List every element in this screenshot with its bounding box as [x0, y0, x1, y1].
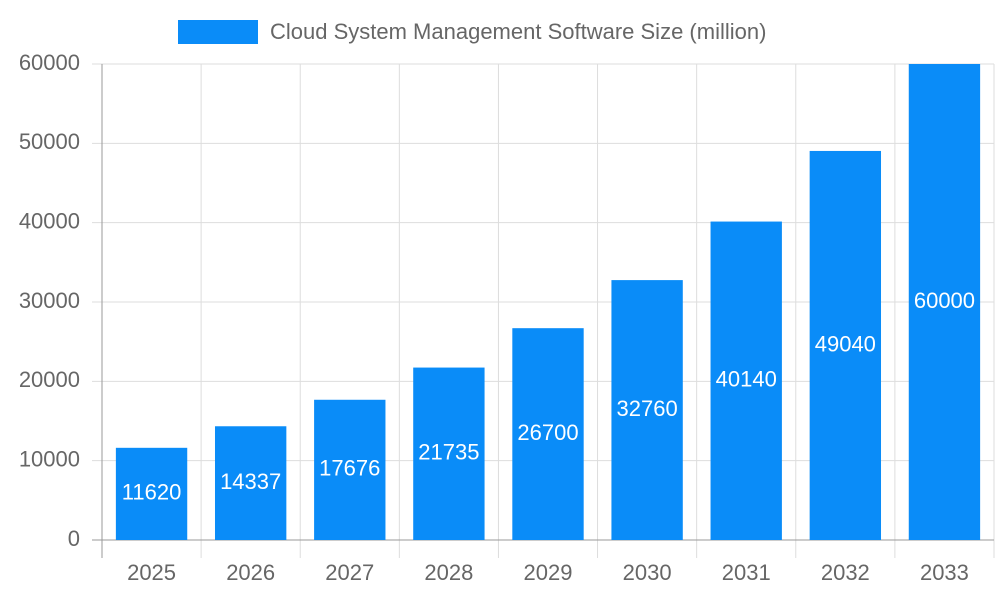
- data-label: 17676: [319, 456, 380, 481]
- legend-swatch[interactable]: [178, 20, 258, 44]
- bar: [214, 426, 287, 540]
- data-label: 49040: [815, 331, 876, 356]
- y-tick-label: 60000: [19, 50, 80, 75]
- x-tick-label: 2031: [722, 560, 771, 585]
- x-tick-label: 2029: [524, 560, 573, 585]
- bar: [611, 280, 683, 540]
- data-label: 60000: [914, 288, 975, 313]
- y-tick-label: 0: [68, 526, 80, 551]
- x-tick-label: 2033: [920, 560, 969, 585]
- bar: [710, 221, 782, 540]
- y-tick-label: 20000: [19, 367, 80, 392]
- x-tick-label: 2027: [325, 560, 374, 585]
- x-tick-label: 2032: [821, 560, 870, 585]
- y-tick-label: 40000: [19, 208, 80, 233]
- data-label: 11620: [122, 480, 182, 505]
- bar: [314, 399, 386, 540]
- bar: [413, 367, 485, 540]
- y-tick-label: 50000: [19, 129, 80, 154]
- x-tick-label: 2026: [226, 560, 275, 585]
- x-tick-label: 2030: [623, 560, 672, 585]
- data-label: 40140: [716, 367, 777, 392]
- data-label: 32760: [617, 396, 678, 421]
- bar: [908, 64, 981, 540]
- bar: [809, 150, 882, 540]
- legend-label[interactable]: Cloud System Management Software Size (m…: [270, 19, 766, 44]
- y-tick-label: 30000: [19, 288, 80, 313]
- data-label: 21735: [418, 440, 479, 465]
- bar: [115, 447, 188, 540]
- y-tick-label: 10000: [19, 446, 80, 471]
- data-label: 14337: [220, 469, 281, 494]
- x-tick-label: 2028: [424, 560, 473, 585]
- x-tick-label: 2025: [127, 560, 176, 585]
- data-label: 26700: [517, 420, 578, 445]
- bar: [512, 328, 584, 540]
